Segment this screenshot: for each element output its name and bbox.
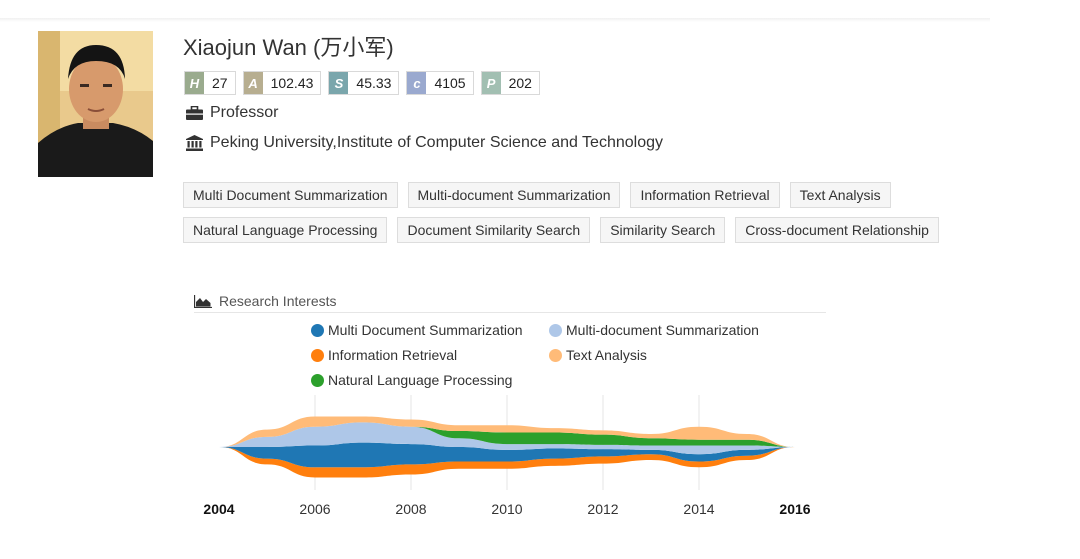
activity-value: 102.43 [270, 75, 314, 91]
papers-stat: P 202 [480, 71, 540, 95]
sociability-badge: S [329, 72, 349, 94]
legend-swatch [549, 323, 562, 337]
legend-swatch [549, 348, 562, 362]
stream-layer[interactable] [219, 422, 795, 455]
legend-item[interactable]: Multi-document Summarization [549, 322, 759, 338]
position-row: Professor [186, 104, 278, 122]
sociability-stat: S 45.33 [328, 71, 400, 95]
stream-layer[interactable] [219, 422, 795, 447]
legend-swatch [311, 323, 324, 337]
tag-information-retrieval[interactable]: Information Retrieval [630, 182, 780, 208]
activity-stat: A 102.43 [242, 71, 322, 95]
x-tick-label: 2010 [491, 501, 522, 517]
topic-tags: Multi Document Summarization Multi-docum… [183, 182, 983, 252]
institution-icon [186, 135, 203, 151]
tag-similarity-search[interactable]: Similarity Search [600, 217, 726, 243]
tag-text-analysis[interactable]: Text Analysis [789, 182, 891, 208]
h-index-stat: H 27 [184, 71, 236, 95]
citation-stat: c 4105 [406, 71, 474, 95]
tag-document-similarity-search[interactable]: Document Similarity Search [397, 217, 591, 243]
affiliation-text: Peking University,Institute of Computer … [210, 134, 663, 151]
x-tick-label: 2014 [683, 501, 714, 517]
avatar [38, 31, 153, 177]
legend-label: Text Analysis [566, 347, 647, 363]
research-interests-title: Research Interests [219, 293, 337, 309]
legend-item[interactable]: Multi Document Summarization [311, 322, 523, 338]
citation-badge: c [407, 72, 427, 94]
area-chart-icon [194, 294, 212, 308]
tag-multi-document-summarization[interactable]: Multi Document Summarization [183, 182, 398, 208]
tag-natural-language-processing[interactable]: Natural Language Processing [183, 217, 388, 243]
h-index-badge: H [185, 72, 204, 94]
x-tick-label: 2008 [395, 501, 426, 517]
tag-row: Multi Document Summarization Multi-docum… [183, 182, 983, 208]
x-tick-label: 2006 [299, 501, 330, 517]
profile-name: Xiaojun Wan (万小军) [183, 35, 394, 60]
activity-badge: A [243, 72, 263, 94]
h-index-value: 27 [212, 75, 228, 91]
briefcase-icon [186, 106, 203, 120]
tag-multi-document-summarization-hyphen[interactable]: Multi-document Summarization [407, 182, 621, 208]
legend-swatch [311, 373, 324, 387]
legend-item[interactable]: Natural Language Processing [311, 372, 512, 388]
research-interests-header: Research Interests [194, 290, 826, 313]
stats-bar: H 27 A 102.43 S 45.33 c 4105 P 202 [184, 71, 547, 95]
sociability-value: 45.33 [356, 75, 392, 91]
stream-layer[interactable] [219, 442, 795, 468]
legend-label: Multi-document Summarization [566, 322, 759, 338]
tag-row: Natural Language Processing Document Sim… [183, 217, 983, 243]
citation-value: 4105 [434, 75, 466, 91]
legend-item[interactable]: Text Analysis [549, 347, 647, 363]
affiliation-row: Peking University,Institute of Computer … [186, 134, 663, 152]
stream-layer[interactable] [219, 416, 795, 447]
legend-swatch [311, 348, 324, 362]
legend-label: Multi Document Summarization [328, 322, 523, 338]
legend-label: Information Retrieval [328, 347, 458, 363]
position-text: Professor [210, 104, 279, 121]
stream-layer[interactable] [219, 447, 795, 478]
tag-cross-document-relationship[interactable]: Cross-document Relationship [735, 217, 939, 243]
x-tick-label: 2004 [203, 501, 234, 517]
legend-label: Natural Language Processing [328, 372, 513, 388]
x-tick-label: 2016 [779, 501, 810, 517]
papers-value: 202 [508, 75, 532, 91]
x-tick-label: 2012 [587, 501, 618, 517]
header-divider [0, 18, 990, 22]
legend-item[interactable]: Information Retrieval [311, 347, 457, 363]
papers-badge: P [481, 72, 501, 94]
